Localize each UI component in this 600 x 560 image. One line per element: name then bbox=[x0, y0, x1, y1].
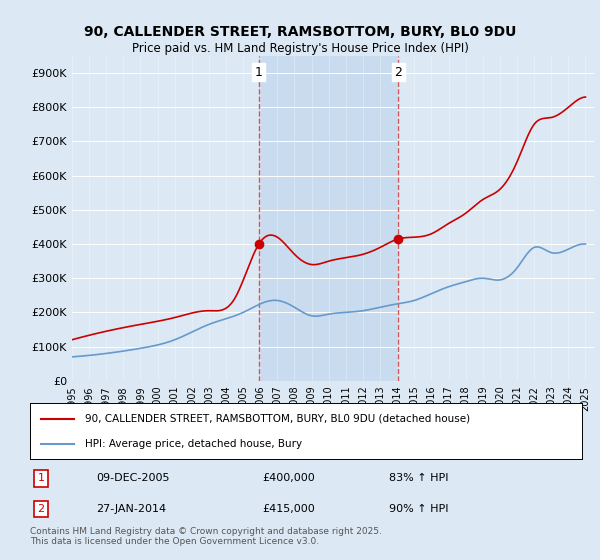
Text: 27-JAN-2014: 27-JAN-2014 bbox=[96, 504, 166, 514]
Text: 2: 2 bbox=[37, 504, 44, 514]
Text: 1: 1 bbox=[38, 473, 44, 483]
Text: £415,000: £415,000 bbox=[262, 504, 314, 514]
Bar bbox=[259, 56, 398, 381]
Text: 83% ↑ HPI: 83% ↑ HPI bbox=[389, 473, 448, 483]
Text: 90% ↑ HPI: 90% ↑ HPI bbox=[389, 504, 448, 514]
Text: Contains HM Land Registry data © Crown copyright and database right 2025.
This d: Contains HM Land Registry data © Crown c… bbox=[30, 526, 382, 546]
Text: HPI: Average price, detached house, Bury: HPI: Average price, detached house, Bury bbox=[85, 438, 302, 449]
Text: 90, CALLENDER STREET, RAMSBOTTOM, BURY, BL0 9DU: 90, CALLENDER STREET, RAMSBOTTOM, BURY, … bbox=[84, 25, 516, 39]
Text: 1: 1 bbox=[255, 66, 263, 79]
Text: Price paid vs. HM Land Registry's House Price Index (HPI): Price paid vs. HM Land Registry's House … bbox=[131, 42, 469, 55]
Text: 2: 2 bbox=[394, 66, 403, 79]
Text: 90, CALLENDER STREET, RAMSBOTTOM, BURY, BL0 9DU (detached house): 90, CALLENDER STREET, RAMSBOTTOM, BURY, … bbox=[85, 414, 470, 424]
Text: £400,000: £400,000 bbox=[262, 473, 314, 483]
Text: 09-DEC-2005: 09-DEC-2005 bbox=[96, 473, 170, 483]
